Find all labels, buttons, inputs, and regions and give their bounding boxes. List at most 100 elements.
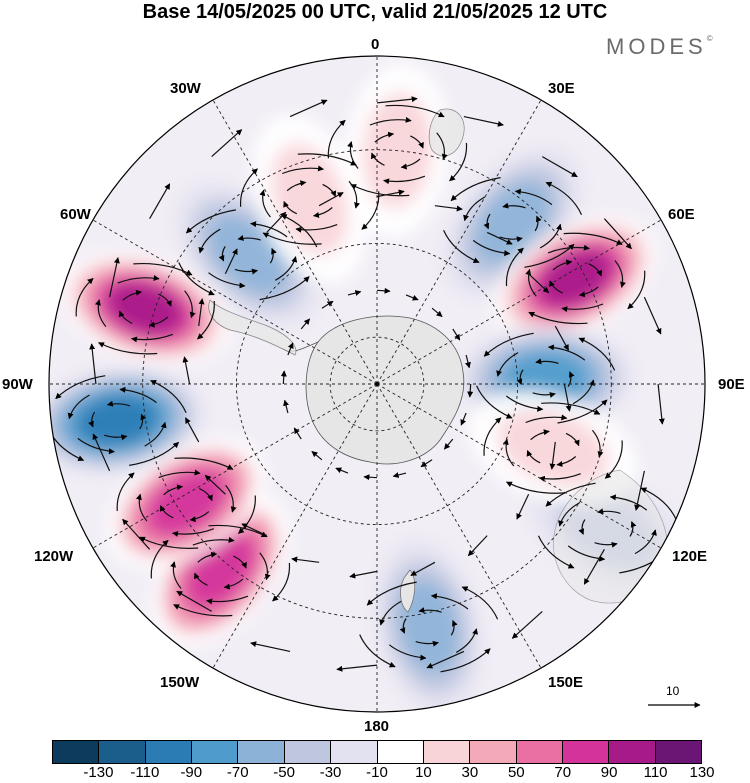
streamline	[572, 379, 595, 405]
streamline	[322, 183, 337, 198]
anomaly-contour	[77, 395, 157, 446]
streamline	[237, 235, 261, 241]
streamline	[185, 209, 236, 234]
streamline	[204, 474, 226, 495]
streamline	[483, 417, 502, 456]
streamline	[266, 211, 287, 233]
anomaly-center	[494, 216, 658, 341]
colorbar-tick-label: 50	[507, 764, 525, 781]
streamline	[184, 290, 196, 319]
streamline	[449, 142, 468, 182]
modes-logo: MODES©	[606, 34, 713, 60]
streamline	[388, 644, 427, 661]
colorbar-tick-label: -110	[130, 764, 160, 781]
streamline	[436, 132, 448, 161]
meridian-line	[92, 383, 378, 549]
lon-label-90e: 90E	[718, 376, 745, 393]
streamline	[578, 519, 586, 535]
anomaly-contour	[497, 409, 609, 487]
streamline	[119, 386, 157, 404]
anomaly-contour	[147, 471, 226, 536]
colorbar-tick-label: -90	[180, 764, 203, 781]
streamline	[104, 434, 128, 441]
streamline	[269, 247, 277, 264]
streamline	[218, 246, 226, 262]
streamline	[189, 511, 210, 523]
streamline	[467, 383, 474, 398]
streamline	[557, 399, 608, 424]
streamline	[259, 189, 271, 218]
streamline	[283, 399, 289, 414]
streamline	[578, 337, 616, 371]
streamline	[461, 586, 499, 620]
streamline	[415, 640, 439, 647]
streamline	[567, 371, 575, 387]
colorbar-swatch	[283, 741, 331, 763]
streamline	[528, 273, 550, 294]
colorbar-tick-label: -70	[226, 764, 249, 781]
streamline	[486, 231, 513, 245]
streamline	[148, 316, 169, 328]
colorbar-swatch	[654, 741, 702, 763]
streamline	[591, 429, 604, 458]
colorbar-tick-label: -130	[83, 764, 114, 781]
streamline	[502, 202, 526, 209]
map-title: Base 14/05/2025 00 UTC, valid 21/05/2025…	[142, 1, 608, 23]
streamline	[567, 545, 606, 562]
streamline	[640, 487, 678, 521]
streamline	[376, 189, 405, 198]
streamline	[289, 99, 328, 118]
streamline	[136, 493, 148, 522]
streamline	[198, 228, 221, 254]
graticule	[49, 56, 705, 712]
streamline	[149, 183, 171, 219]
streamline	[376, 287, 391, 294]
streamline	[131, 333, 174, 343]
streamline	[192, 536, 235, 546]
streamline	[224, 248, 238, 275]
streamline	[178, 262, 215, 296]
streamline	[614, 260, 626, 288]
map-border	[48, 55, 706, 713]
streamline	[434, 205, 463, 212]
streamline	[122, 518, 151, 550]
colorbar-swatch	[53, 741, 99, 763]
lon-label-30e: 30E	[548, 80, 575, 97]
streamline	[627, 270, 646, 310]
lon-label-30w: 30W	[170, 80, 201, 97]
streamline	[383, 175, 426, 185]
colorbar-swatch	[561, 741, 609, 763]
streamline	[561, 303, 604, 313]
streamline	[163, 484, 183, 496]
streamline	[410, 561, 436, 577]
streamline	[588, 263, 603, 277]
colorbar	[52, 740, 702, 764]
colorbar-swatch	[515, 741, 562, 763]
streamline	[443, 229, 480, 263]
streamline	[563, 232, 623, 246]
streamline	[452, 328, 461, 341]
streamline	[558, 501, 581, 527]
streamline	[225, 484, 237, 513]
streamline	[483, 332, 534, 357]
streamline	[426, 650, 465, 669]
streamline	[502, 438, 515, 467]
lon-label-0: 0	[371, 36, 380, 53]
colorbar-swatch	[608, 741, 655, 763]
streamline	[174, 457, 234, 470]
streamline	[184, 417, 200, 443]
streamline	[525, 414, 568, 424]
streamline	[129, 441, 180, 466]
streamline	[139, 413, 147, 430]
lon-label-60e: 60E	[668, 206, 695, 223]
streamline	[75, 277, 94, 317]
streamline	[467, 535, 488, 557]
streamline	[418, 607, 442, 614]
streamline	[238, 495, 256, 534]
streamline	[122, 289, 142, 301]
streamline	[295, 224, 338, 233]
streamline	[385, 104, 445, 118]
streamline	[541, 402, 601, 415]
streamline	[578, 286, 599, 298]
